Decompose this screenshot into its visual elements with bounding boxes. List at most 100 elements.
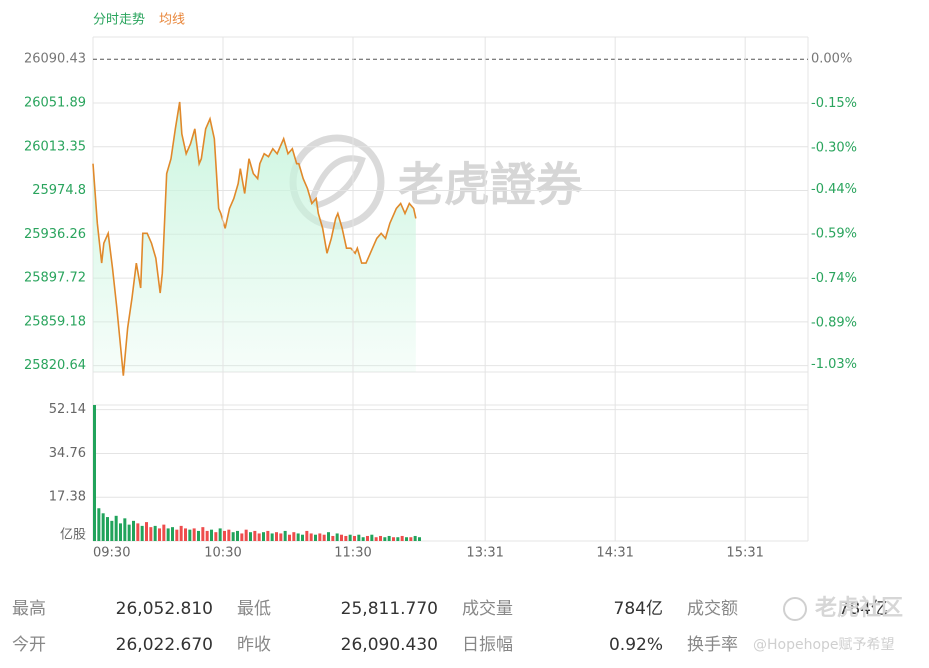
volume-bar [145,522,148,541]
stats-table: 最高 26,052.810 最低 25,811.770 成交量 784亿 成交额 784亿今开… [12,599,888,655]
stat-label: 今开 [12,635,46,655]
volume-bar [188,529,192,541]
overlay-user: @Hopehope赋予希望 [753,637,895,653]
volume-bar [123,518,127,541]
volume-bar [392,537,395,541]
volume-bar [413,535,417,541]
x-tick-label: 14:31 [596,546,633,561]
volume-bar [162,524,166,541]
volume-bar [218,528,222,541]
volume-bar [418,537,421,541]
volume-bar [93,405,96,541]
plot: 26090.43 26051.89 26013.35 25974.8 25936.26 2… [24,37,857,561]
volume-bar [153,525,157,541]
volume-bar [305,530,309,541]
volume-bar [288,534,291,541]
volume-bar [405,537,408,541]
stat-label: 成交量 [462,599,513,619]
watermark-text: 老虎證券 [398,158,583,212]
volume-bar [101,513,105,541]
volume-bar [335,533,339,541]
volume-bar [136,523,140,541]
x-tick-label: 13:31 [466,546,503,561]
x-tick-label: 15:31 [726,546,763,561]
y-tick-label: 17.38 [49,490,86,505]
volume-bar [223,530,226,541]
y2-tick-label: -0.30% [811,141,857,156]
volume-bar [296,533,300,541]
volume-bar [231,532,235,541]
volume-bar [175,529,179,541]
volume-bar [314,534,317,541]
stat-label: 换手率 [687,635,738,655]
y2-tick-label: -0.89% [811,315,857,330]
volume-bar [214,532,218,541]
volume-bar [331,535,335,541]
legend-label: 分时走势 [93,12,145,28]
volume-bar [249,532,252,541]
y2-tick-label: -0.74% [811,271,857,286]
volume-bar [340,534,343,541]
volume-bar [236,530,239,541]
stat-value: 25,811.770 [341,599,438,619]
x-tick-label: 09:30 [93,546,130,561]
volume-bar [262,532,265,541]
volume-bar [257,533,261,541]
volume-bar [357,534,361,541]
volume-bar [309,533,313,541]
y-tick-label: 26051.89 [24,95,86,110]
volume-bar [348,534,352,541]
volume-bar [205,530,209,541]
volume-bar [387,535,391,541]
volume-bar [318,533,322,541]
volume-bar [344,535,348,541]
watermark-logo [308,155,366,209]
volume-bar [283,530,287,541]
stat-label: 日振幅 [462,635,513,655]
volume-bar [140,525,144,541]
y-tick-label: 26090.43 [24,52,86,67]
y2-tick-label: -0.15% [811,96,857,111]
volume-bar [201,527,205,541]
volume-bar [110,520,114,541]
volume-bar [244,529,248,541]
volume-bar [192,528,196,541]
volume-bar [158,528,161,541]
y2-tick-label: -0.59% [811,226,857,241]
volume-bar [210,529,213,541]
y2-tick-label: 0.00% [811,52,852,67]
volume-bar [370,534,374,541]
stat-value: 0.92% [609,635,663,655]
x-tick-label: 11:30 [334,546,371,561]
volume-bar [179,525,183,541]
overlay-watermark: 老虎社区 @Hopehope赋予希望 [753,595,903,653]
stat-value: 26,052.810 [116,599,213,619]
volume-bar [279,533,283,541]
overlay-logo [783,597,807,621]
volume-bar [171,527,174,541]
volume-bar [361,537,365,541]
volume-bar [400,535,404,541]
y-tick-label: 25859.18 [24,314,86,329]
volume-bar [383,537,387,541]
area-fill [93,101,416,376]
volume-bar [301,534,304,541]
volume-bar [292,532,296,541]
stat-value: 26,090.430 [341,635,438,655]
stat-value: 784亿 [614,599,663,619]
x-tick-label: 10:30 [204,546,241,561]
volume-bar [266,530,270,541]
y-tick-label: 25974.8 [32,183,86,198]
y-tick-label: 25820.64 [24,358,86,373]
overlay-text: 老虎社区 [814,595,903,621]
volume-bar [97,508,101,541]
y-tick-label: 26013.35 [24,139,86,154]
y2-tick-label: -0.44% [811,182,857,197]
volume-bar [366,535,369,541]
volume-bar [396,537,400,541]
volume-bar [127,524,131,541]
stat-label: 最高 [12,599,46,619]
y-tick-label: 25936.26 [24,227,86,242]
volume-bar [132,520,135,541]
